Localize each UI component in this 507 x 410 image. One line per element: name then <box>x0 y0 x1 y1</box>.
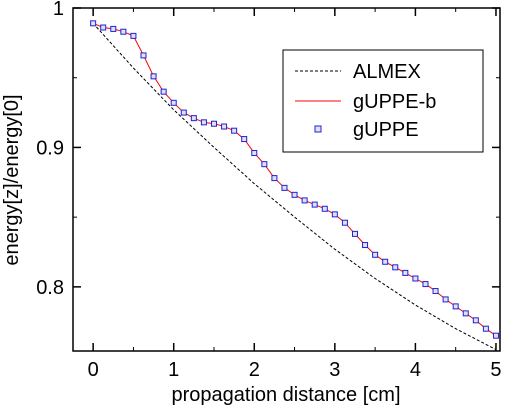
point-guppe <box>422 281 429 288</box>
x-tick-label: 5 <box>490 359 501 381</box>
point-guppe <box>200 119 207 126</box>
x-tick-label: 3 <box>329 359 340 381</box>
point-guppe <box>321 205 328 212</box>
x-axis-label: propagation distance [cm] <box>171 384 400 406</box>
point-guppe <box>140 52 147 59</box>
point-guppe <box>150 73 157 80</box>
point-guppe <box>351 230 358 237</box>
series-line-almex <box>92 22 497 351</box>
point-guppe <box>221 123 228 130</box>
point-guppe <box>341 219 348 226</box>
y-tick-label: 1 <box>53 0 64 20</box>
point-guppe <box>130 32 137 39</box>
point-guppe <box>301 197 308 204</box>
x-tick-label: 0 <box>88 359 99 381</box>
point-guppe <box>462 310 469 317</box>
point-guppe <box>432 288 439 295</box>
x-tick-label: 4 <box>410 359 421 381</box>
x-tick-label: 2 <box>249 359 260 381</box>
point-guppe <box>372 251 379 258</box>
legend-label-almex: ALMEX <box>353 61 421 83</box>
tick-labels: 0 1 2 3 4 5 0.8 0.9 1 <box>36 0 501 381</box>
point-guppe <box>362 242 369 249</box>
plot-frame <box>72 7 501 352</box>
point-guppe <box>291 191 298 198</box>
point-guppe <box>492 332 499 339</box>
point-guppe <box>110 25 117 32</box>
point-guppe <box>90 20 97 27</box>
x-tick-label: 1 <box>168 359 179 381</box>
point-guppe <box>452 303 459 310</box>
point-guppe <box>100 24 107 31</box>
point-guppe <box>120 28 127 35</box>
legend-swatch-guppe <box>314 125 322 133</box>
series-layer <box>90 20 499 351</box>
point-guppe <box>170 99 177 106</box>
point-guppe <box>190 115 197 122</box>
y-tick-label: 0.8 <box>36 277 64 299</box>
legend-label-guppe-b: gUPPE-b <box>353 91 436 113</box>
y-axis-label: energy[z]/energy[0] <box>1 94 23 265</box>
ticks <box>73 7 500 351</box>
point-guppe <box>261 161 268 168</box>
legend-label-guppe: gUPPE <box>353 119 419 141</box>
point-guppe <box>392 264 399 271</box>
point-guppe <box>331 211 338 218</box>
point-guppe <box>210 120 217 127</box>
point-guppe <box>311 201 318 208</box>
point-guppe <box>402 269 409 276</box>
point-guppe <box>281 184 288 191</box>
point-guppe <box>271 175 278 182</box>
y-tick-label: 0.9 <box>36 137 64 159</box>
point-guppe <box>231 127 238 134</box>
point-guppe <box>160 88 167 95</box>
legend: ALMEX gUPPE-b gUPPE <box>282 49 484 153</box>
point-guppe <box>251 150 258 157</box>
point-guppe <box>482 325 489 332</box>
point-guppe <box>412 275 419 282</box>
point-guppe <box>442 296 449 303</box>
point-guppe <box>241 136 248 143</box>
point-guppe <box>382 258 389 265</box>
point-guppe <box>472 317 479 324</box>
point-guppe <box>180 109 187 116</box>
